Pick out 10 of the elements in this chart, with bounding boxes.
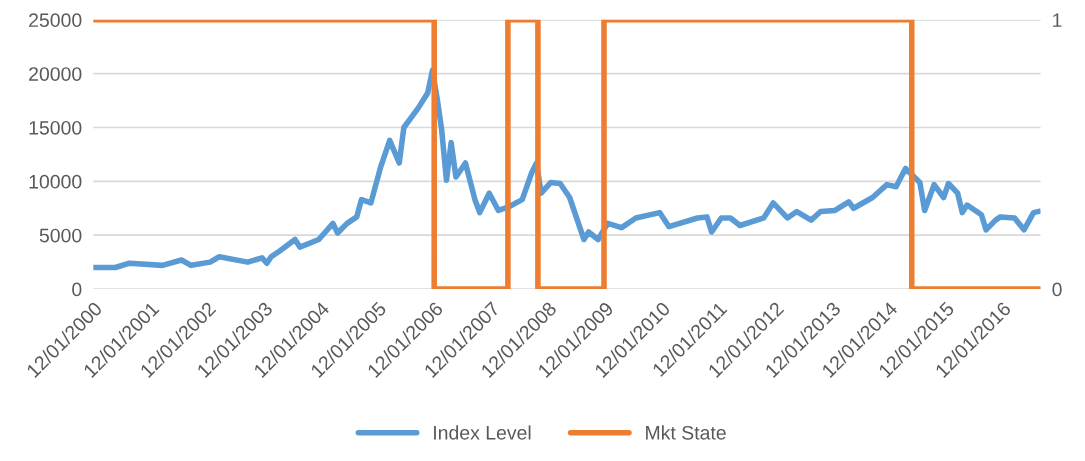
legend-label: Mkt State bbox=[646, 425, 726, 440]
y-tick-label: 25000 bbox=[29, 13, 82, 28]
y-tick-label: 20000 bbox=[29, 67, 82, 81]
y-tick-label: 15000 bbox=[29, 120, 82, 135]
legend-label: Index Level bbox=[434, 425, 531, 440]
y-tick-label: 10000 bbox=[29, 174, 82, 189]
y2-tick-label: 1 bbox=[1053, 13, 1062, 27]
y-tick-label: 0 bbox=[72, 282, 82, 297]
y-tick-label: 5000 bbox=[39, 228, 82, 243]
y2-tick-label: 0 bbox=[1052, 282, 1062, 297]
